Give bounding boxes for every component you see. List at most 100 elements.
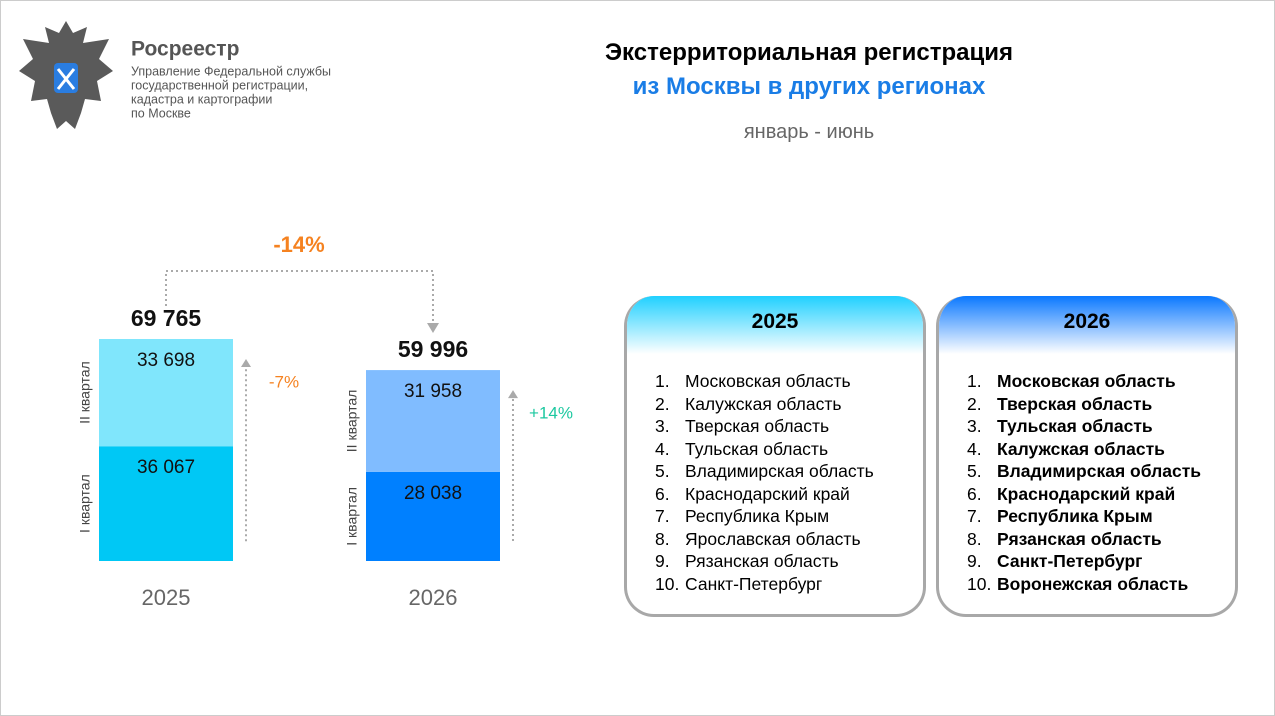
rank: 9. (655, 551, 670, 571)
region: Республика Крым (997, 506, 1153, 526)
total-label: 69 765 (131, 305, 202, 331)
rank: 9. (967, 551, 982, 571)
region: Рязанская область (685, 551, 839, 571)
rank: 5. (655, 461, 670, 481)
subtitle: из Москвы в других регионах (632, 73, 986, 100)
region: Тульская область (997, 416, 1153, 436)
ranking-item: 7. Республика Крым (967, 505, 1235, 528)
rank: 5. (967, 461, 982, 481)
series-label: I квартал (344, 487, 360, 546)
logo (19, 21, 113, 129)
bar-segment (99, 446, 233, 561)
ranking-box: 2025 1. Московская область 2. Калужская обла… (624, 296, 926, 617)
arrow-head (508, 390, 518, 399)
ranking-item: 8. Ярославская область (655, 528, 923, 551)
region: Рязанская область (997, 528, 1162, 549)
category-label: 2025 (142, 585, 191, 610)
box-title: 2025 (627, 296, 923, 354)
ranking-item: 4. Тульская область (655, 438, 923, 461)
region: Владимирская область (685, 461, 874, 481)
ranking-item: 8. Рязанская область (967, 528, 1235, 551)
rank: 1. (655, 371, 670, 391)
region: Калужская область (997, 438, 1165, 459)
title: Экстерриториальная регистрация (604, 39, 1014, 66)
bar-segment (366, 370, 500, 472)
bar-segment (99, 339, 233, 447)
region: Московская область (685, 371, 851, 391)
region: Республика Крым (685, 506, 830, 526)
rank: 2. (967, 393, 982, 414)
series-label: II квартал (344, 390, 360, 453)
ranking-item: 3. Тульская область (967, 415, 1235, 438)
org-line: Управление Федеральной службы (131, 64, 331, 78)
org-line: по Москве (131, 106, 191, 120)
ranking-list: 1. Московская область 2. Калужская область 3… (655, 370, 923, 595)
value-label: 33 698 (137, 350, 195, 371)
region: Воронежская область (997, 573, 1189, 594)
series-label: II квартал (77, 361, 93, 424)
rank: 8. (655, 528, 670, 549)
org-line: кадастра и картографии (131, 92, 272, 106)
ranking-item: 10. Воронежская область (967, 573, 1235, 596)
ranking-item: 5. Владимирская область (655, 460, 923, 483)
rank: 10. (967, 573, 992, 594)
total-label: 59 996 (398, 336, 468, 362)
org-name: Росреестр (131, 38, 239, 61)
region: Тверская область (685, 416, 830, 436)
region: Санкт-Петербург (997, 551, 1143, 571)
region: Тверская область (997, 393, 1153, 414)
ranking-item: 4. Калужская область (967, 438, 1235, 461)
region: Краснодарский край (685, 483, 850, 504)
value-label: 28 038 (404, 483, 462, 504)
ranking-item: 10. Санкт-Петербург (655, 573, 923, 596)
ranking-item: 5. Владимирская область (967, 460, 1235, 483)
rank: 1. (967, 371, 982, 391)
ranking-item: 3. Тверская область (655, 415, 923, 438)
series-label: I квартал (77, 474, 93, 533)
ranking-item: 2. Тверская область (967, 393, 1235, 416)
org-line: государственной регистрации, (131, 78, 308, 92)
ranking-box: 2026 1. Московская область 2. Тверская облас… (936, 296, 1238, 617)
region: Санкт-Петербург (685, 573, 823, 594)
rank: 2. (655, 393, 670, 414)
rank: 3. (655, 416, 670, 436)
arrow-head (427, 323, 439, 333)
ranking-item: 6. Краснодарский край (967, 483, 1235, 506)
ranking-item: 1. Московская область (967, 370, 1235, 393)
region: Тульская область (685, 438, 829, 459)
rank: 10. (655, 573, 680, 594)
ranking-item: 9. Рязанская область (655, 550, 923, 573)
value-label: 36 067 (137, 457, 195, 478)
value-label: 31 958 (404, 381, 462, 402)
change-label: +14% (529, 404, 573, 423)
region: Калужская область (685, 393, 842, 414)
rank: 6. (655, 483, 670, 504)
rank: 8. (967, 528, 982, 549)
bar-segment (366, 471, 500, 561)
region: Ярославская область (685, 528, 861, 549)
ranking-item: 6. Краснодарский край (655, 483, 923, 506)
change-label: -7% (269, 372, 299, 391)
ranking-item: 1. Московская область (655, 370, 923, 393)
region: Краснодарский край (997, 483, 1176, 504)
rank: 6. (967, 483, 982, 504)
ranking-item: 7. Республика Крым (655, 505, 923, 528)
connector (165, 270, 434, 323)
ranking-item: 9. Санкт-Петербург (967, 550, 1235, 573)
region: Московская область (997, 371, 1176, 391)
rank: 7. (967, 506, 982, 526)
rank: 3. (967, 416, 982, 436)
ranking-item: 2. Калужская область (655, 393, 923, 416)
region: Владимирская область (997, 461, 1202, 481)
total-change: -14% (273, 232, 324, 257)
period: январь - июнь (743, 121, 875, 143)
box-title: 2026 (939, 296, 1235, 354)
rank: 4. (655, 438, 670, 459)
rank: 4. (967, 438, 982, 459)
rank: 7. (655, 506, 670, 526)
ranking-list: 1. Московская область 2. Тверская область 3.… (967, 370, 1235, 595)
arrow-head (241, 359, 251, 367)
category-label: 2026 (409, 585, 458, 610)
